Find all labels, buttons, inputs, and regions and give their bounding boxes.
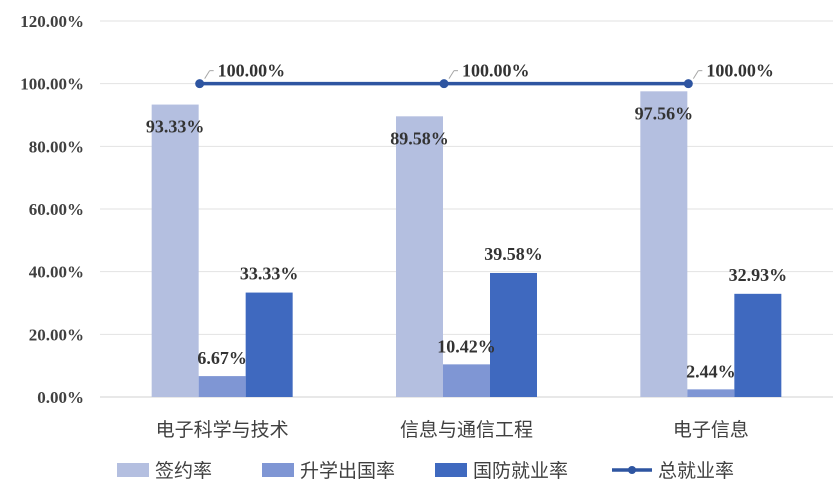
bar xyxy=(640,91,688,397)
category-label: 电子信息 xyxy=(673,419,749,441)
legend-label: 总就业率 xyxy=(658,460,734,482)
bar-data-label: 93.33% xyxy=(146,117,205,137)
legend-label: 签约率 xyxy=(155,460,212,482)
legend-swatch xyxy=(435,463,467,477)
category-label: 电子科学与技术 xyxy=(156,419,289,441)
line-data-label: 100.00% xyxy=(218,61,286,81)
line-point xyxy=(195,79,205,89)
y-tick-label: 60.00% xyxy=(29,200,84,219)
bar-data-label: 32.93% xyxy=(729,265,788,285)
leader-line xyxy=(448,70,455,79)
bar xyxy=(198,376,246,397)
line-data-label: 100.00% xyxy=(462,61,530,81)
bar xyxy=(490,272,537,397)
bar-data-label: 10.42% xyxy=(437,336,496,356)
y-tick-label: 0.00% xyxy=(37,388,84,407)
bar xyxy=(151,104,199,397)
y-tick-label: 80.00% xyxy=(29,137,84,156)
leader-line xyxy=(204,70,211,79)
leader-line xyxy=(692,70,699,79)
legend-line-marker xyxy=(628,466,636,474)
bars xyxy=(151,91,782,397)
legend-swatch xyxy=(262,463,294,477)
bar-data-label: 89.58% xyxy=(390,128,449,148)
line-point xyxy=(683,79,693,89)
y-tick-label: 20.00% xyxy=(29,325,84,344)
bar xyxy=(734,293,782,397)
data-labels: 93.33% 6.67% 33.33% 89.58% 10.42% 39.58% 97.56… xyxy=(146,61,787,382)
y-tick-label: 120.00% xyxy=(20,12,84,31)
line-point xyxy=(439,79,449,89)
x-axis-categories: 电子科学与技术 信息与通信工程 电子信息 xyxy=(156,419,749,441)
legend-label: 升学出国率 xyxy=(300,460,395,482)
y-axis-ticks: 0.00% 20.00% 40.00% 60.00% 80.00% 100.00% 120.… xyxy=(20,12,84,407)
bar xyxy=(687,389,735,397)
legend-swatch xyxy=(117,463,149,477)
bar xyxy=(396,116,443,397)
total-line xyxy=(195,70,703,89)
bar-data-label: 6.67% xyxy=(197,348,247,368)
bar-data-label: 2.44% xyxy=(686,361,736,381)
y-tick-label: 40.00% xyxy=(29,263,84,282)
bar-data-label: 39.58% xyxy=(484,244,543,264)
bar-data-label: 97.56% xyxy=(635,103,694,123)
legend: 签约率 升学出国率 国防就业率 总就业率 xyxy=(117,460,734,482)
bar xyxy=(245,292,293,397)
legend-label: 国防就业率 xyxy=(473,460,568,482)
bar-data-label: 33.33% xyxy=(240,264,299,284)
line-data-label: 100.00% xyxy=(706,61,774,81)
category-label: 信息与通信工程 xyxy=(400,419,533,441)
bar xyxy=(443,364,490,397)
y-tick-label: 100.00% xyxy=(20,75,84,94)
